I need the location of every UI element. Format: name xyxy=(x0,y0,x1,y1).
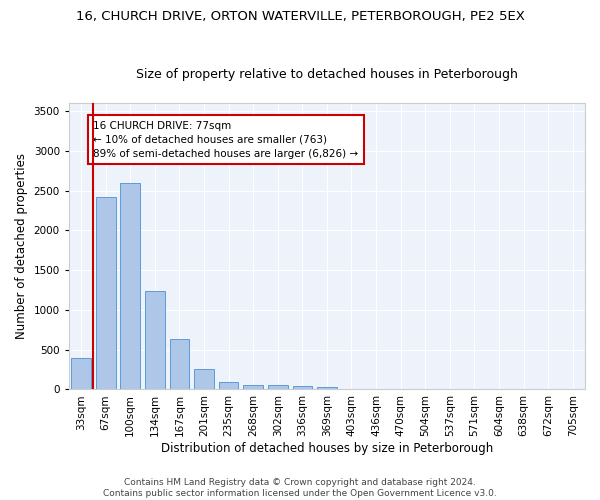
Bar xyxy=(71,358,91,390)
X-axis label: Distribution of detached houses by size in Peterborough: Distribution of detached houses by size … xyxy=(161,442,493,455)
Bar xyxy=(244,384,263,390)
Bar xyxy=(317,387,337,390)
Bar xyxy=(194,369,214,390)
Bar xyxy=(268,385,287,390)
Text: 16, CHURCH DRIVE, ORTON WATERVILLE, PETERBOROUGH, PE2 5EX: 16, CHURCH DRIVE, ORTON WATERVILLE, PETE… xyxy=(76,10,524,23)
Bar xyxy=(96,197,116,390)
Y-axis label: Number of detached properties: Number of detached properties xyxy=(15,153,28,339)
Bar xyxy=(121,182,140,390)
Text: Contains HM Land Registry data © Crown copyright and database right 2024.
Contai: Contains HM Land Registry data © Crown c… xyxy=(103,478,497,498)
Bar xyxy=(293,386,312,390)
Bar xyxy=(219,382,238,390)
Bar xyxy=(145,291,164,390)
Text: 16 CHURCH DRIVE: 77sqm
← 10% of detached houses are smaller (763)
89% of semi-de: 16 CHURCH DRIVE: 77sqm ← 10% of detached… xyxy=(94,120,359,158)
Title: Size of property relative to detached houses in Peterborough: Size of property relative to detached ho… xyxy=(136,68,518,81)
Bar xyxy=(170,338,189,390)
